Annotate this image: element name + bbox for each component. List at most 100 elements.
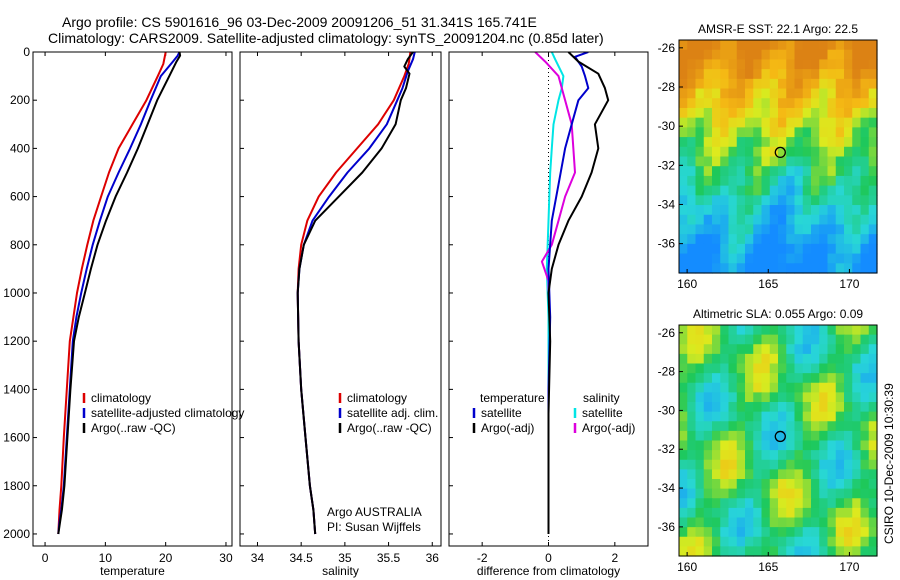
map-cell xyxy=(794,234,804,245)
map-cell xyxy=(695,440,705,451)
map-cell xyxy=(728,479,738,490)
map-cell xyxy=(802,402,812,413)
map-cell xyxy=(679,234,688,245)
map-cell xyxy=(703,334,713,345)
map-cell xyxy=(736,459,746,470)
map-cell xyxy=(687,421,697,432)
map-cell xyxy=(703,469,713,480)
map-cell xyxy=(827,325,837,336)
map-cell xyxy=(753,214,763,226)
map-cell xyxy=(712,421,721,432)
map-cell xyxy=(761,117,771,128)
map-cell xyxy=(802,146,812,158)
map-cell xyxy=(769,166,779,177)
map-cell xyxy=(844,40,853,51)
map-cell xyxy=(761,450,771,461)
map-cell xyxy=(769,402,779,413)
map-cell xyxy=(745,546,754,557)
map-cell xyxy=(860,107,870,119)
map-cell xyxy=(687,253,697,264)
map-cell xyxy=(827,59,837,70)
map-cell xyxy=(703,402,713,413)
map-cell xyxy=(786,117,796,128)
map-cell xyxy=(860,185,870,196)
map-cell xyxy=(736,527,746,538)
map-cell xyxy=(720,411,730,422)
y-tick-label: 1800 xyxy=(3,479,30,493)
map-cell xyxy=(794,98,804,109)
map-cell xyxy=(720,49,730,61)
map-cell xyxy=(728,117,738,128)
map-cell xyxy=(786,527,796,538)
map-cell xyxy=(802,363,812,374)
map-cell xyxy=(860,325,870,336)
map-cell xyxy=(687,59,697,70)
map-cell xyxy=(794,498,804,509)
map-cell xyxy=(844,185,853,196)
map-cell xyxy=(753,156,763,167)
map-cell xyxy=(679,411,688,422)
map-cell xyxy=(819,325,829,336)
map-cell xyxy=(679,146,688,158)
map-cell xyxy=(695,117,705,128)
map-cell xyxy=(712,253,721,264)
map-cell xyxy=(736,243,746,255)
map-cell xyxy=(679,117,688,128)
map-cell xyxy=(761,166,771,177)
map-cell xyxy=(720,469,730,480)
map-cell xyxy=(736,59,746,70)
map-cell xyxy=(852,214,862,226)
map-cell xyxy=(712,117,721,128)
map-cell xyxy=(736,421,746,432)
map-cell xyxy=(753,234,763,245)
map-cell xyxy=(860,402,870,413)
float-position-marker xyxy=(774,430,786,443)
map-cell xyxy=(786,363,796,374)
map-cell xyxy=(761,546,771,557)
map-cell xyxy=(811,382,820,393)
map-cell xyxy=(844,402,853,413)
map-cell xyxy=(827,459,837,470)
map-cell xyxy=(728,469,738,480)
map-cell xyxy=(794,450,804,461)
map-cell xyxy=(835,382,845,393)
map-cell xyxy=(679,402,688,413)
map-cell xyxy=(679,430,688,442)
map-cell xyxy=(802,469,812,480)
map-cell xyxy=(860,175,870,187)
map-cell xyxy=(745,498,754,509)
map-cell xyxy=(761,459,771,470)
map-cell xyxy=(868,59,878,70)
map-cell xyxy=(679,527,688,538)
map-cell xyxy=(720,205,730,216)
map-cell xyxy=(736,195,746,206)
map-cell xyxy=(819,127,829,138)
map-cell xyxy=(786,78,796,90)
map-cell xyxy=(720,440,730,451)
map-cell xyxy=(761,430,771,442)
map-cell xyxy=(728,253,738,264)
map-cell xyxy=(852,253,862,264)
map-cell xyxy=(860,214,870,226)
map-cell xyxy=(819,353,829,365)
map-cell xyxy=(852,107,862,119)
map-cell xyxy=(769,488,779,499)
map-cell xyxy=(769,353,779,365)
map-cell xyxy=(868,195,878,206)
map-cell xyxy=(728,527,738,538)
map-cell xyxy=(695,69,705,80)
map-cell xyxy=(769,459,779,470)
map-cell xyxy=(811,488,820,499)
map-cell xyxy=(868,69,878,80)
map-cell xyxy=(703,392,713,403)
map-cell xyxy=(868,205,878,216)
map-cell xyxy=(753,224,763,235)
map-cell xyxy=(753,69,763,80)
map-cell xyxy=(712,107,721,119)
map-cell xyxy=(736,88,746,99)
map-cell xyxy=(794,536,804,547)
map-cell xyxy=(703,224,713,235)
map-cell xyxy=(819,69,829,80)
map-cell xyxy=(720,373,730,384)
map-cell xyxy=(703,479,713,490)
